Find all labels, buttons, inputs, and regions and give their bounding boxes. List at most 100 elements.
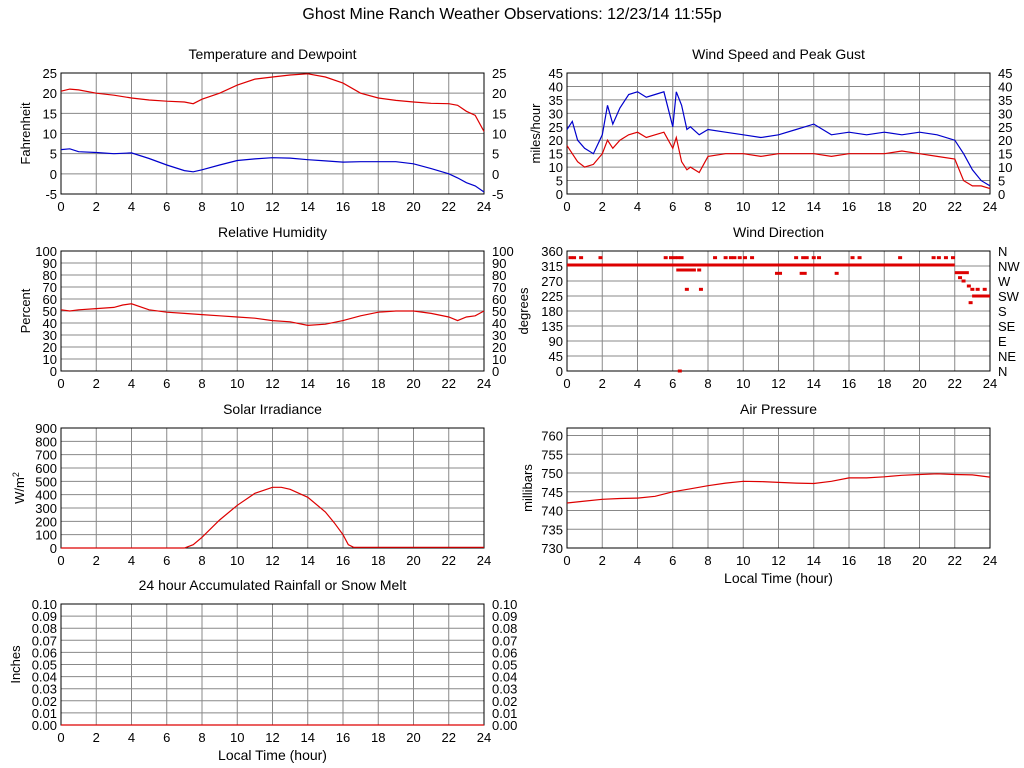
direction-point	[966, 284, 971, 288]
y-axis-label-sup: 2	[11, 472, 21, 477]
x-tick-label: 16	[842, 553, 856, 568]
x-tick-label: 14	[301, 376, 315, 391]
y-tick-label: 0.03	[32, 682, 57, 697]
direction-point	[732, 256, 737, 260]
right-tick-label: 0.10	[492, 597, 517, 612]
y-tick-label: 400	[35, 488, 57, 503]
right-tick-label: 0.04	[492, 670, 517, 685]
right-tick-label: 10	[998, 160, 1012, 175]
x-tick-label: 0	[563, 553, 570, 568]
x-tick-label: 18	[371, 376, 385, 391]
series-line-1	[61, 486, 484, 549]
y-tick-label: 0.04	[32, 670, 57, 685]
y-tick-label: 5	[50, 147, 57, 162]
x-tick-label: 20	[912, 376, 926, 391]
y-tick-label: 900	[35, 421, 57, 436]
y-tick-label: 0	[50, 167, 57, 182]
right-tick-label: 40	[998, 79, 1012, 94]
y-tick-label: 80	[43, 268, 57, 283]
x-tick-label: 16	[336, 376, 350, 391]
direction-point	[850, 256, 855, 260]
y-tick-label: 740	[541, 504, 563, 519]
right-tick-label: 0.08	[492, 621, 517, 636]
y-tick-label: 60	[43, 292, 57, 307]
chart-title: Air Pressure	[740, 401, 817, 417]
x-tick-label: 4	[634, 199, 641, 214]
x-tick-label: 18	[877, 376, 891, 391]
y-tick-label: 315	[541, 259, 563, 274]
x-tick-label: 14	[807, 553, 821, 568]
direction-point	[677, 369, 682, 373]
right-tick-label: 0.09	[492, 609, 517, 624]
x-tick-label: 8	[198, 199, 205, 214]
direction-point	[679, 256, 684, 260]
x-tick-label: 4	[634, 376, 641, 391]
right-tick-label: -5	[492, 187, 504, 202]
x-tick-label: 14	[807, 199, 821, 214]
x-tick-label: 22	[948, 553, 962, 568]
y-tick-label: 0	[50, 541, 57, 556]
x-tick-label: 16	[336, 730, 350, 745]
x-tick-label: 4	[128, 553, 135, 568]
y-tick-label: 0.10	[32, 597, 57, 612]
x-tick-label: 22	[442, 376, 456, 391]
y-tick-label: 45	[549, 66, 563, 81]
direction-point	[684, 287, 689, 291]
right-tick-label: 0	[492, 364, 499, 379]
chart-title: Temperature and Dewpoint	[188, 46, 356, 62]
x-axis-label: Local Time (hour)	[218, 747, 327, 763]
x-tick-label: 2	[93, 199, 100, 214]
y-tick-label: 0.07	[32, 633, 57, 648]
y-tick-label: 0	[556, 187, 563, 202]
direction-point	[572, 256, 577, 260]
chart-title: Relative Humidity	[218, 224, 327, 240]
x-tick-label: 16	[336, 199, 350, 214]
direction-point	[794, 256, 799, 260]
x-tick-label: 18	[371, 553, 385, 568]
x-tick-label: 4	[128, 730, 135, 745]
direction-point	[898, 256, 903, 260]
y-axis-label: Inches	[8, 645, 23, 684]
x-tick-label: 22	[442, 199, 456, 214]
x-tick-label: 12	[265, 376, 279, 391]
right-tick-label: 0	[492, 167, 499, 182]
y-tick-label: 300	[35, 501, 57, 516]
y-tick-label: 35	[549, 93, 563, 108]
x-tick-label: 18	[877, 199, 891, 214]
direction-point	[676, 256, 681, 260]
y-tick-label: 600	[35, 461, 57, 476]
y-tick-label: 50	[43, 304, 57, 319]
y-tick-label: 500	[35, 474, 57, 489]
chart-title: Wind Speed and Peak Gust	[692, 46, 865, 62]
y-tick-label: 800	[35, 434, 57, 449]
right-tick-label: 15	[998, 147, 1012, 162]
x-tick-label: 14	[807, 376, 821, 391]
direction-point	[684, 268, 689, 272]
direction-point	[598, 256, 603, 260]
chart-title: 24 hour Accumulated Rainfall or Snow Mel…	[139, 577, 407, 593]
x-tick-label: 0	[57, 553, 64, 568]
direction-point	[931, 256, 936, 260]
y-tick-label: 90	[549, 334, 563, 349]
right-tick-label: 35	[998, 93, 1012, 108]
y-tick-label: 730	[541, 541, 563, 556]
direction-point	[663, 256, 668, 260]
right-tick-label: 5	[998, 174, 1005, 189]
x-tick-label: 4	[128, 376, 135, 391]
direction-point	[743, 256, 748, 260]
series-line-2	[60, 148, 485, 193]
y-tick-label: 90	[43, 256, 57, 271]
right-tick-label: 0.01	[492, 706, 517, 721]
y-tick-label: 755	[541, 447, 563, 462]
y-tick-label: 15	[43, 106, 57, 121]
y-tick-label: 735	[541, 522, 563, 537]
x-tick-label: 0	[57, 199, 64, 214]
y-tick-label: 15	[549, 147, 563, 162]
x-tick-label: 10	[230, 730, 244, 745]
y-axis-label: Percent	[18, 288, 33, 333]
x-tick-label: 8	[704, 199, 711, 214]
right-tick-label: 15	[492, 106, 506, 121]
y-tick-label: 0.01	[32, 706, 57, 721]
